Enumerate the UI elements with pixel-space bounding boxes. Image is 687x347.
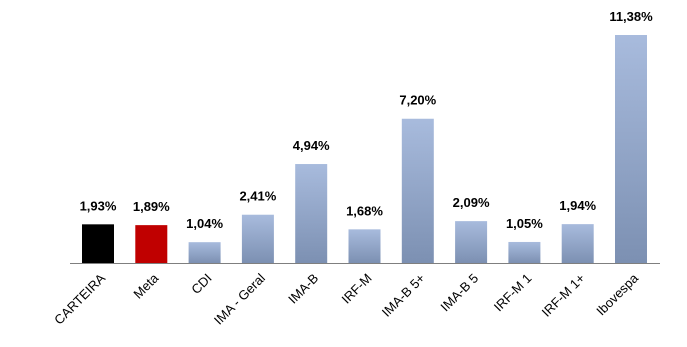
tick-label: IMA-B 5 <box>437 271 481 315</box>
bar-irf-m <box>348 229 381 263</box>
bar-ima-b-5 <box>455 221 488 263</box>
tick-label: IRF-M <box>338 271 374 307</box>
bar-ima-geral <box>241 214 274 263</box>
data-label: 1,04% <box>186 216 223 231</box>
data-label: 1,89% <box>133 199 170 214</box>
tick-label: IMA-B 5+ <box>379 271 428 320</box>
bar-cdi <box>188 242 221 263</box>
bar-irf-m-1 <box>508 241 541 263</box>
bar-ima-b-5- <box>401 118 434 264</box>
tick-label: Meta <box>130 270 162 302</box>
bar-carteira <box>82 224 114 263</box>
tick-label: Ibovespa <box>593 270 641 318</box>
tick-label: IMA - Geral <box>211 270 268 327</box>
bars-layer <box>82 35 647 264</box>
data-label: 1,93% <box>80 198 117 213</box>
bar-ibovespa <box>615 35 647 263</box>
data-label: 2,41% <box>239 189 276 204</box>
data-label: 11,38% <box>609 9 653 24</box>
tick-label: CDI <box>188 271 214 297</box>
data-label: 7,20% <box>399 93 436 108</box>
tick-label: CARTEIRA <box>51 270 108 327</box>
tick-label: IRF-M 1 <box>491 271 535 315</box>
data-label: 1,94% <box>559 198 596 213</box>
data-label: 1,68% <box>346 203 383 218</box>
bar-meta <box>135 225 168 263</box>
bar-irf-m-1- <box>561 224 594 263</box>
value-labels-layer: 1,93% 1,89% 1,04% 2,41% 4,94% 1,68% 7,20% 2,09%… <box>80 9 654 231</box>
tick-label: IMA-B <box>285 271 321 307</box>
data-label: 4,94% <box>293 138 330 153</box>
bar-ima-b <box>295 164 328 263</box>
tick-label: IRF-M 1+ <box>539 271 588 320</box>
data-label: 1,05% <box>506 216 543 231</box>
data-label: 2,09% <box>453 195 490 210</box>
